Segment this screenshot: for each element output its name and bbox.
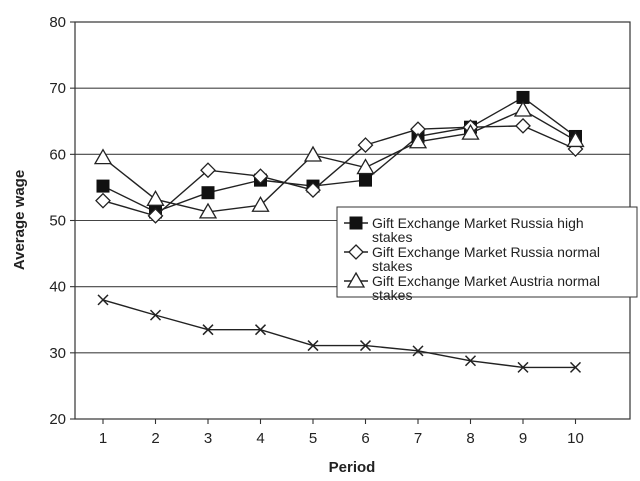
data-point-diamond — [357, 137, 374, 153]
x-axis: 1 2 3 4 5 6 7 8 9 10 — [99, 419, 584, 447]
x-tick-label: 7 — [414, 430, 422, 447]
y-tick-label: 50 — [49, 213, 66, 230]
cross-stroke — [464, 355, 477, 367]
data-point-triangle — [408, 132, 428, 149]
legend-label: stakes — [372, 287, 412, 303]
y-tick-label: 40 — [49, 279, 66, 296]
data-point-diamond — [147, 207, 164, 224]
data-point-cross — [254, 324, 267, 336]
data-point-cross — [412, 345, 424, 357]
y-tick-label: 70 — [49, 80, 66, 97]
legend-label: Gift Exchange Market Austria normal — [372, 273, 600, 289]
series-2 — [95, 117, 584, 224]
cross-stroke — [149, 309, 162, 321]
series-3 — [93, 100, 585, 219]
data-point-triangle — [346, 271, 366, 288]
x-tick-label: 4 — [256, 430, 264, 447]
cross-stroke — [254, 324, 267, 336]
cross-stroke — [569, 361, 582, 373]
legend-item: Gift Exchange Market Austria normalstake… — [344, 271, 600, 303]
data-point-triangle — [93, 148, 113, 165]
legend-label: Gift Exchange Market Russia high — [372, 215, 584, 231]
x-tick-label: 9 — [519, 430, 527, 447]
x-tick-label: 2 — [151, 430, 159, 447]
data-point-diamond — [348, 244, 364, 260]
data-point-diamond — [305, 182, 321, 198]
legend-label: Gift Exchange Market Russia normal — [372, 244, 600, 260]
data-point-cross — [464, 355, 477, 367]
legend-label: stakes — [372, 229, 412, 245]
y-axis: 20 30 40 50 60 70 80 — [49, 14, 75, 428]
data-point-cross — [97, 294, 109, 306]
legend-box — [336, 206, 638, 298]
data-point-triangle — [513, 100, 533, 117]
data-point-square — [201, 186, 215, 200]
series-4 — [97, 294, 582, 373]
data-point-cross — [202, 324, 214, 336]
cross-stroke — [97, 294, 109, 306]
data-point-square — [96, 179, 110, 193]
series-line — [102, 299, 576, 369]
data-point-triangle — [356, 158, 375, 175]
data-point-cross — [307, 340, 319, 352]
data-point-triangle — [146, 190, 165, 206]
data-point-square — [359, 173, 372, 187]
y-tick-label: 30 — [49, 345, 66, 362]
cross-stroke — [359, 340, 372, 352]
series-line — [102, 109, 576, 213]
legend-label: stakes — [372, 258, 412, 274]
y-tick-label: 60 — [49, 146, 66, 163]
x-tick-label: 3 — [204, 430, 212, 447]
data-point-cross — [359, 340, 372, 352]
x-axis-title: Period — [329, 459, 376, 476]
data-point-triangle — [251, 195, 270, 212]
x-tick-label: 8 — [466, 430, 474, 447]
cross-stroke — [412, 345, 424, 357]
data-point-square — [349, 216, 363, 230]
series-line — [102, 96, 576, 213]
data-point-diamond — [515, 117, 531, 134]
data-point-cross — [149, 309, 162, 321]
x-tick-label: 10 — [567, 430, 584, 447]
data-point-triangle — [198, 202, 218, 219]
data-point-diamond — [252, 168, 269, 185]
data-point-triangle — [566, 131, 585, 148]
y-tick-label: 20 — [49, 411, 66, 428]
legend: Gift Exchange Market Russia highstakesGi… — [336, 206, 638, 303]
cross-stroke — [307, 340, 319, 352]
x-tick-label: 6 — [361, 430, 369, 447]
x-tick-label: 1 — [99, 430, 107, 447]
data-point-cross — [569, 361, 582, 373]
x-tick-label: 5 — [309, 430, 317, 447]
data-point-diamond — [95, 192, 111, 209]
cross-stroke — [517, 361, 529, 373]
y-axis-title: Average wage — [11, 170, 28, 270]
data-point-triangle — [461, 123, 480, 140]
y-tick-label: 80 — [49, 14, 66, 31]
series-line — [102, 125, 576, 217]
data-point-triangle — [303, 145, 323, 162]
data-point-diamond — [200, 162, 216, 179]
data-point-cross — [517, 361, 529, 373]
series-lines — [93, 90, 585, 373]
cross-stroke — [202, 324, 214, 336]
